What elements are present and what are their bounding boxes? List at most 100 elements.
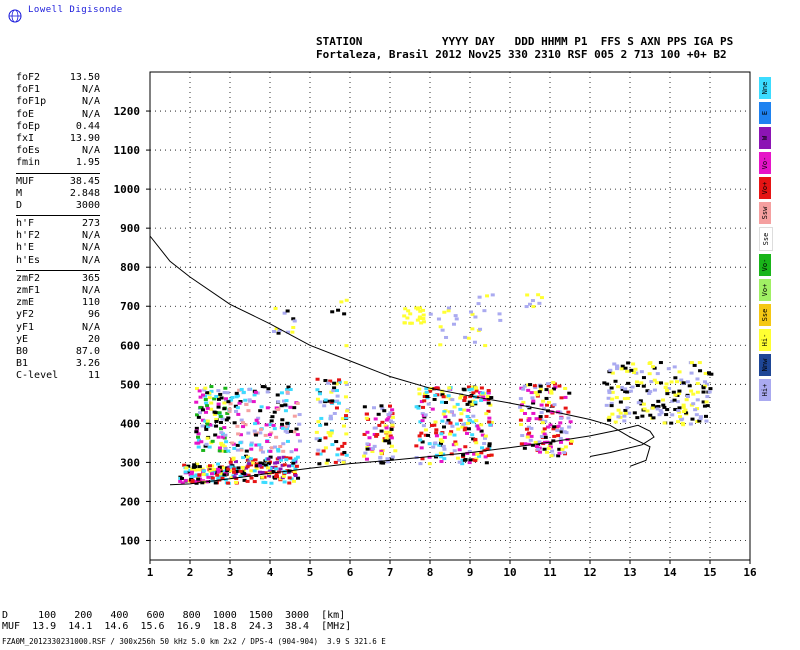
echo-point <box>419 431 424 435</box>
echo-point <box>221 435 226 439</box>
echo-point <box>242 472 247 476</box>
echo-point <box>639 402 644 406</box>
echo-point <box>265 390 270 394</box>
echo-point <box>656 404 661 408</box>
echo-point <box>652 366 657 370</box>
echo-point <box>566 416 571 420</box>
param-row: h'F 273 <box>16 218 100 230</box>
echo-point <box>335 453 340 457</box>
echo-point <box>393 449 398 453</box>
echo-point <box>455 456 460 460</box>
echo-point <box>238 469 243 473</box>
echo-point <box>200 393 205 397</box>
legend-label: Nne <box>761 81 769 95</box>
echo-point <box>448 421 453 425</box>
echo-point <box>330 310 335 314</box>
echo-point <box>428 389 433 393</box>
echo-point <box>214 394 219 398</box>
echo-point <box>248 457 253 461</box>
echo-point <box>279 391 284 395</box>
param-label: zmE <box>16 297 35 309</box>
param-label: h'F <box>16 218 35 230</box>
echo-point <box>229 469 234 473</box>
echo-point <box>207 391 212 395</box>
echo-point <box>447 388 452 392</box>
echo-point <box>253 422 258 426</box>
echo-point <box>277 456 282 460</box>
echo-point <box>705 395 710 399</box>
param-label: MUF <box>16 175 35 187</box>
echo-point <box>482 398 487 402</box>
echo-point <box>639 381 644 385</box>
echo-point <box>256 416 261 420</box>
echo-point <box>203 425 208 429</box>
param-value: 3000 <box>75 199 100 211</box>
echo-point <box>371 406 376 410</box>
echo-point <box>462 428 467 432</box>
echo-point <box>210 464 215 468</box>
echo-point <box>229 476 234 480</box>
echo-point <box>286 385 291 389</box>
echo-point <box>379 449 384 453</box>
echo-point <box>548 445 553 449</box>
echo-point <box>486 401 491 405</box>
echo-point <box>488 403 493 407</box>
echo-point <box>635 416 640 420</box>
legend-label: Sse <box>762 232 770 246</box>
echo-point <box>293 457 298 461</box>
echo-point <box>639 370 644 374</box>
echo-point <box>660 398 665 402</box>
echo-point <box>218 414 223 418</box>
echo-point <box>635 380 640 384</box>
echo-point <box>229 465 234 469</box>
x-tick-label: 14 <box>663 566 677 579</box>
echo-point <box>217 465 222 469</box>
echo-point <box>614 396 619 400</box>
echo-point <box>664 413 669 417</box>
echo-point <box>182 463 187 467</box>
echo-point <box>290 464 295 468</box>
echo-point <box>685 380 690 384</box>
echo-point <box>695 390 700 394</box>
legend-label: E <box>761 110 769 116</box>
echo-point <box>431 445 436 449</box>
echo-point <box>335 389 340 393</box>
echo-point <box>239 418 244 422</box>
echo-point <box>180 476 185 480</box>
echo-point <box>662 405 667 409</box>
echo-point <box>219 431 224 435</box>
echo-point <box>550 449 555 453</box>
echo-point <box>250 461 255 465</box>
echo-point <box>479 429 484 433</box>
echo-point <box>207 445 212 449</box>
echo-point <box>241 425 246 429</box>
echo-point <box>486 389 491 393</box>
echo-point <box>194 426 199 430</box>
echo-point <box>334 382 339 386</box>
y-tick-label: 700 <box>120 300 140 313</box>
echo-point <box>434 431 439 435</box>
echo-point <box>296 476 301 480</box>
echo-point <box>544 396 549 400</box>
echo-point <box>292 406 297 410</box>
echo-point <box>216 470 221 474</box>
echo-point <box>680 421 685 425</box>
echo-point <box>216 435 221 439</box>
echo-point <box>466 385 471 389</box>
echo-point <box>539 296 544 300</box>
echo-point <box>389 444 394 448</box>
param-value: 13.90 <box>69 132 100 144</box>
echo-point <box>470 402 475 406</box>
echo-point <box>285 439 290 443</box>
echo-point <box>518 418 523 422</box>
echo-point <box>317 392 322 396</box>
echo-point <box>444 335 449 339</box>
echo-point <box>602 381 607 385</box>
echo-point <box>245 465 250 469</box>
echo-point <box>482 448 487 452</box>
echo-point <box>463 445 468 449</box>
param-row: foF1p N/A <box>16 96 100 108</box>
echo-point <box>337 458 342 462</box>
echo-point <box>339 300 344 304</box>
param-label: h'E <box>16 242 35 254</box>
